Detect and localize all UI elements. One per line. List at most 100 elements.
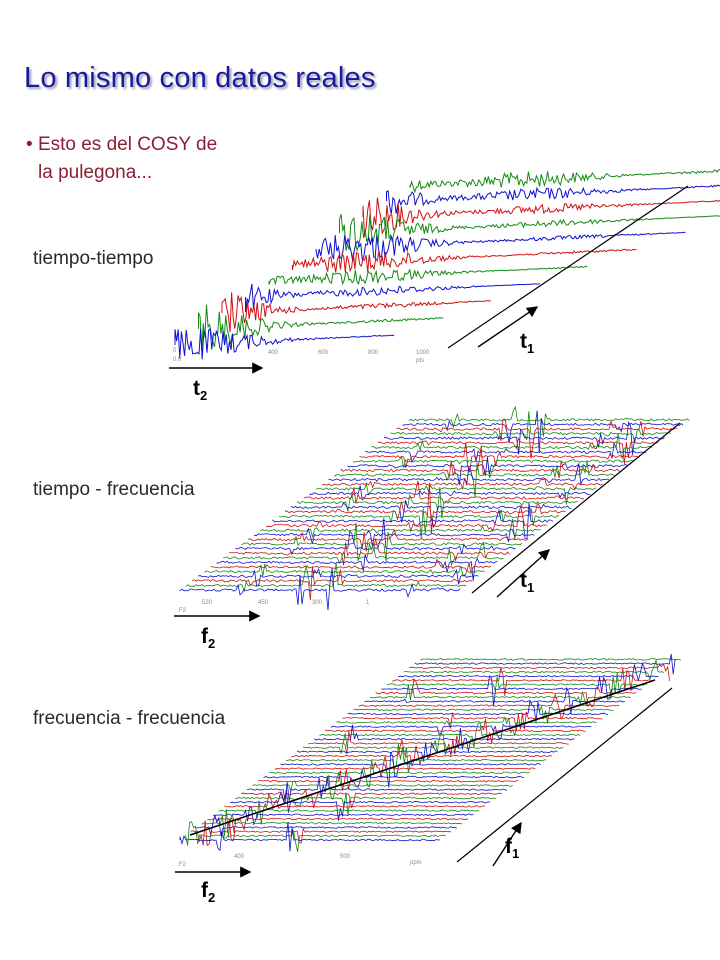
spectrum-trace	[371, 433, 653, 459]
svg-text:800: 800	[368, 350, 379, 356]
spectrum-trace	[192, 566, 473, 601]
spectrum-trace	[202, 809, 463, 838]
svg-text:600: 600	[318, 350, 329, 356]
spectrum-trace	[263, 769, 525, 788]
spectrum-trace	[353, 705, 614, 724]
spectrum-trace	[358, 693, 620, 720]
fid-trace	[221, 292, 491, 333]
spectrum-trace	[210, 558, 492, 575]
fid-trace	[268, 265, 588, 286]
spectrum-trace	[370, 684, 631, 707]
spectrum-trace	[330, 723, 592, 740]
svg-text:F2: F2	[179, 862, 187, 868]
spectrum-trace	[246, 776, 508, 803]
fid-trace	[315, 231, 686, 262]
spectrum-trace	[297, 741, 558, 762]
svg-text:0.0: 0.0	[173, 357, 182, 363]
diagonal-line	[189, 679, 656, 836]
spectrum-trace	[204, 563, 485, 577]
label-tiempo-frecuencia: tiempo - frecuencia	[33, 479, 195, 500]
page-title: Lo mismo con datos reales	[24, 62, 376, 94]
spectrum-trace	[278, 507, 560, 539]
bullet-line-1: Esto es del COSY de	[37, 134, 218, 155]
spectrum-trace	[196, 814, 457, 836]
spectrum-trace	[185, 821, 446, 852]
spectrum-trace	[241, 788, 502, 809]
spectrum-trace	[328, 463, 609, 486]
spectrum-trace	[285, 482, 566, 534]
spectrum-trace	[272, 502, 554, 540]
ticks-panel-2: F2 520 450 300 1	[179, 600, 370, 614]
spectrum-trace	[319, 721, 581, 748]
bullet-text: • Esto es del COSY de la pulegona...	[26, 131, 217, 187]
fid-trace	[292, 248, 637, 273]
fid-trace	[198, 304, 444, 351]
spectrum-trace	[334, 461, 616, 498]
t1-axis-line-mid	[471, 422, 681, 594]
spectrum-trace	[223, 541, 504, 567]
spectrum-trace	[230, 788, 491, 821]
fid-trace	[174, 327, 395, 360]
spectrum-trace	[403, 660, 665, 681]
spectrum-trace	[229, 538, 510, 566]
fid-trace	[386, 184, 720, 215]
t1-axis-line	[447, 185, 689, 349]
svg-text:400: 400	[234, 854, 245, 860]
svg-text:400: 400	[268, 350, 279, 356]
t1-axis-label-mid: t1	[520, 569, 534, 595]
bullet-line-2: la pulegona...	[38, 162, 153, 183]
spectrum-trace	[302, 732, 564, 755]
spectrum-trace	[269, 759, 530, 788]
svg-text:300: 300	[312, 600, 323, 606]
spectrum-trace	[254, 527, 535, 547]
spectrum-trace	[213, 806, 474, 826]
spectrum-trace	[258, 768, 519, 791]
svg-text:1: 1	[366, 600, 370, 606]
label-tiempo-tiempo: tiempo-tiempo	[33, 248, 154, 269]
t1-arrow-mid	[496, 549, 551, 598]
spectrum-trace	[185, 563, 467, 593]
spectrum-trace	[347, 457, 628, 485]
svg-text:450: 450	[258, 600, 269, 606]
spectrum-trace	[235, 518, 516, 556]
ticks-panel-3: F2 400 500 ppm	[179, 854, 422, 868]
spectrum-trace	[325, 718, 586, 744]
spectrum-trace	[179, 568, 461, 611]
spectrum-trace	[409, 663, 670, 681]
svg-text:pts: pts	[416, 358, 424, 364]
spectrum-trace	[386, 672, 648, 699]
spectrum-trace	[402, 410, 684, 454]
t1-axis-label-top: t1	[520, 330, 534, 356]
svg-text:F2: F2	[179, 608, 187, 614]
plot-tiempo-tiempo	[174, 169, 720, 360]
spectrum-trace	[347, 699, 609, 723]
spectrum-trace	[252, 771, 513, 801]
spectrum-trace	[241, 522, 523, 562]
spectrum-trace	[336, 716, 597, 736]
spectrum-trace	[235, 792, 497, 816]
spectrum-trace	[280, 751, 541, 788]
spectrum-trace	[322, 477, 603, 491]
fid-trace	[245, 283, 540, 313]
spectrum-trace	[260, 518, 541, 540]
plot-tiempo-frecuencia	[179, 405, 690, 611]
spectrum-trace	[179, 821, 441, 852]
label-frecuencia-frecuencia: frecuencia - frecuencia	[33, 708, 226, 729]
fid-trace	[409, 169, 720, 194]
svg-text:520: 520	[202, 600, 213, 606]
bullet-symbol: •	[26, 134, 33, 155]
spectrum-trace	[297, 486, 578, 519]
ticks-panel-1: 0 0.0 400 600 800 1000 pts	[173, 348, 430, 364]
spectrum-trace	[398, 662, 659, 682]
svg-text:500: 500	[340, 854, 351, 860]
f1-axis-line	[456, 687, 673, 863]
f2-axis-label-mid: f2	[201, 625, 215, 651]
spectrum-trace	[342, 711, 603, 731]
fid-trace	[362, 197, 720, 237]
spectrum-trace	[420, 658, 681, 661]
spectrum-trace	[316, 482, 597, 505]
plot-frecuencia-frecuencia	[179, 654, 681, 852]
fid-trace	[339, 213, 720, 253]
spectrum-trace	[274, 755, 536, 779]
